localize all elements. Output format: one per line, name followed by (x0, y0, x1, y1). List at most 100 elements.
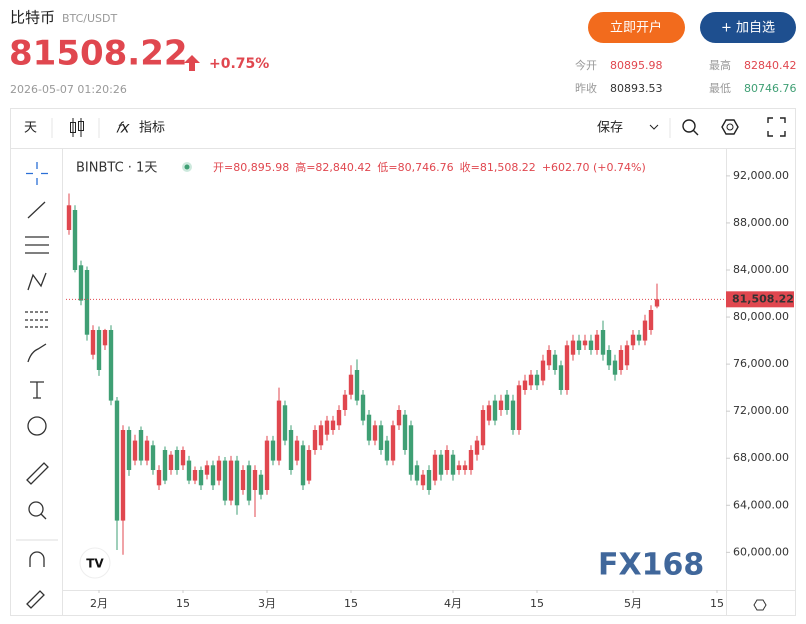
candle-body (504, 394, 510, 410)
candle-body (228, 460, 234, 501)
watchlist-label: + 加自选 (721, 21, 775, 36)
zoom-tool[interactable] (28, 501, 44, 517)
candle-body (480, 410, 486, 446)
magnet-tool[interactable] (29, 551, 45, 567)
lock-tool[interactable] (26, 590, 45, 609)
candle-body (456, 465, 462, 470)
candle-body (150, 445, 156, 470)
x-tick-label: 15 (176, 597, 190, 610)
candle-body (264, 440, 270, 490)
watchlist-button[interactable] (700, 12, 796, 43)
change-value: +602.70 (+0.74%) (542, 161, 646, 174)
ohlc-legend: 开=80,895.98 高=82,840.42 低=80,746.76 收=81,50… (213, 160, 646, 174)
candle-body (366, 414, 372, 441)
stat-label: 最低 (709, 82, 731, 95)
candle-body (198, 470, 204, 486)
stat-value: 82840.42 (744, 59, 797, 72)
indicator-icon: 𝑓x (116, 119, 130, 137)
y-tick-label: 84,000.00 (733, 263, 789, 276)
brush-tool[interactable] (27, 343, 47, 363)
candle-body (354, 370, 360, 401)
text-tool[interactable] (30, 381, 44, 399)
price-label-box (726, 291, 794, 308)
candle-body (450, 454, 456, 475)
measure-tool[interactable] (26, 462, 49, 485)
candle-body (234, 460, 240, 506)
quick-search-button[interactable] (682, 119, 699, 136)
candle-body (186, 460, 192, 481)
x-tick-label: 15 (530, 597, 544, 610)
y-tick-label: 92,000.00 (733, 169, 789, 182)
candle-body (564, 345, 570, 390)
candle-body (300, 445, 306, 486)
stat-label: 今开 (575, 58, 597, 72)
candle-body (468, 450, 474, 470)
candle-body (648, 310, 654, 330)
candle-body (138, 430, 144, 461)
candle-body (144, 440, 150, 461)
candle-body (522, 380, 528, 390)
y-tick-label: 60,000.00 (733, 545, 789, 558)
candle-body (534, 374, 540, 386)
up-arrow (184, 55, 200, 71)
tv-logo-text: TV (86, 557, 104, 571)
candle-body (444, 450, 450, 470)
price-label: 81,508.22 (732, 292, 794, 305)
candle-body (258, 474, 264, 495)
candle-body (594, 334, 600, 350)
candle-body (204, 465, 210, 475)
x-tick-label: 15 (710, 597, 724, 610)
y-tick-label: 68,000.00 (733, 451, 789, 464)
candle-body (540, 360, 546, 381)
axis-settings-button[interactable] (753, 599, 767, 611)
drawing-toolbar (16, 162, 58, 609)
settings-button[interactable] (721, 119, 739, 135)
candle-body (492, 400, 498, 421)
candle-body (588, 340, 594, 350)
candle-body (360, 394, 366, 421)
fib-tool[interactable] (25, 236, 49, 254)
candle-type-button[interactable] (70, 118, 84, 137)
fullscreen-button[interactable] (767, 117, 786, 137)
ohlc-value: 开=80,895.98 (213, 161, 289, 174)
open-account-button[interactable] (588, 12, 685, 43)
prediction-tool[interactable] (25, 311, 49, 328)
candle-body (222, 460, 228, 501)
pattern-tool[interactable] (27, 272, 47, 291)
candle-body (84, 270, 90, 335)
asset-name: 比特币 (10, 9, 55, 27)
y-tick-label: 72,000.00 (733, 404, 789, 417)
open-account-label: 立即开户 (610, 20, 662, 36)
x-tick-label: 4月 (444, 597, 462, 610)
trend-line-tool[interactable] (27, 201, 46, 219)
x-tick-label: 2月 (90, 597, 108, 610)
symbol-label: BINBTC · 1天 (76, 161, 157, 176)
candle-body (78, 265, 84, 301)
stat-value: 80746.76 (744, 82, 797, 95)
stat-label: 昨收 (575, 81, 597, 95)
ohlc-value: 高=82,840.42 (295, 160, 371, 174)
settings-icon (726, 123, 734, 131)
candle-body (576, 340, 582, 350)
candle-body (558, 365, 564, 390)
candle-body (324, 420, 330, 435)
candle-body (600, 330, 606, 355)
candle-body (516, 385, 522, 430)
y-tick-label: 80,000.00 (733, 310, 789, 323)
crosshair-tool[interactable] (26, 162, 48, 185)
candle-body (306, 450, 312, 481)
candle-body (276, 400, 282, 461)
candle-body (210, 465, 216, 486)
emoji-tool[interactable] (27, 416, 47, 436)
save-button[interactable]: 保存 (597, 121, 623, 136)
candle-body (330, 420, 336, 430)
indicators-button[interactable]: 指标 (139, 121, 165, 136)
x-tick-label: 3月 (258, 597, 276, 610)
timestamp: 2026-05-07 01:20:26 (10, 83, 127, 96)
candle-body (282, 405, 288, 441)
candle-body (618, 350, 624, 370)
interval-button[interactable]: 天 (24, 121, 37, 136)
candle-body (318, 425, 324, 446)
save-menu-caret[interactable] (649, 124, 659, 130)
stat-value: 80895.98 (610, 59, 663, 72)
